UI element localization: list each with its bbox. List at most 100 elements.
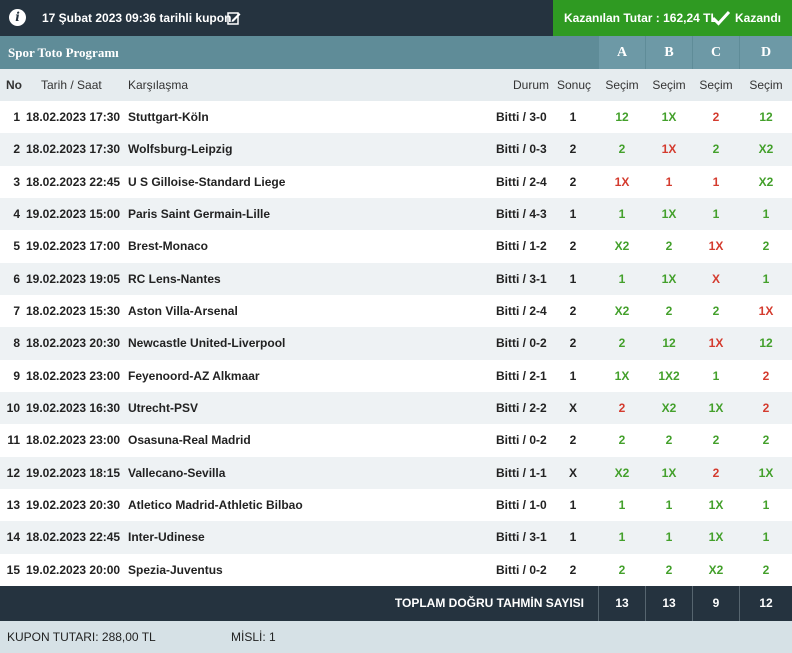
row-number: 11 bbox=[7, 433, 20, 448]
table-row: 3 18.02.2023 22:45 U S Gilloise-Standard L… bbox=[0, 165, 792, 198]
row-number: 9 bbox=[13, 368, 20, 383]
match-status: Bitti / 1-1 bbox=[496, 465, 547, 480]
column-c-header: C bbox=[693, 36, 739, 69]
edit-icon[interactable] bbox=[227, 11, 241, 25]
totals-divider bbox=[598, 586, 599, 621]
header-match: Karşılaşma bbox=[128, 78, 189, 92]
pick-d: 1 bbox=[762, 271, 770, 286]
match-status: Bitti / 0-2 bbox=[496, 433, 547, 448]
table-row: 6 19.02.2023 19:05 RC Lens-Nantes Bitti / 3… bbox=[0, 262, 792, 295]
win-status-label: Kazandı bbox=[735, 11, 782, 25]
pick-b: 2 bbox=[665, 303, 673, 318]
match-result: 2 bbox=[569, 562, 577, 577]
pick-b: 2 bbox=[665, 239, 673, 254]
match-name: Osasuna-Real Madrid bbox=[128, 433, 251, 448]
row-number: 8 bbox=[13, 336, 20, 351]
info-icon[interactable]: i bbox=[9, 9, 26, 26]
match-datetime: 19.02.2023 17:00 bbox=[26, 239, 121, 254]
match-status: Bitti / 3-1 bbox=[496, 530, 547, 545]
pick-c: 1X bbox=[708, 336, 724, 351]
pick-d: 2 bbox=[762, 562, 770, 577]
match-name: Spezia-Juventus bbox=[128, 562, 223, 577]
coupon-footer: KUPON TUTARI: 288,00 TL MİSLİ: 1 bbox=[0, 621, 792, 653]
pick-d: 1 bbox=[762, 206, 770, 221]
row-number: 5 bbox=[13, 239, 20, 254]
row-number: 3 bbox=[13, 174, 20, 189]
pick-c: 2 bbox=[712, 465, 720, 480]
pick-b: 1X bbox=[661, 465, 677, 480]
pick-a: 1 bbox=[618, 271, 626, 286]
match-datetime: 18.02.2023 22:45 bbox=[26, 174, 121, 189]
table-row: 5 19.02.2023 17:00 Brest-Monaco Bitti / 1-2… bbox=[0, 230, 792, 263]
match-status: Bitti / 0-3 bbox=[496, 142, 547, 157]
header-selection-d: Seçim bbox=[749, 78, 783, 92]
row-number: 4 bbox=[13, 206, 20, 221]
pick-a: 1 bbox=[618, 497, 626, 512]
pick-b: 12 bbox=[662, 336, 676, 351]
pick-a: X2 bbox=[614, 303, 630, 318]
pick-b: 1X2 bbox=[658, 368, 680, 383]
table-row: 2 18.02.2023 17:30 Wolfsburg-Leipzig Bitti … bbox=[0, 133, 792, 166]
header-status: Durum bbox=[513, 78, 550, 92]
match-status: Bitti / 3-1 bbox=[496, 271, 547, 286]
table-row: 4 19.02.2023 15:00 Paris Saint Germain-Lil… bbox=[0, 197, 792, 231]
match-status: Bitti / 1-0 bbox=[496, 497, 547, 512]
column-d-header: D bbox=[740, 36, 792, 69]
match-name: Paris Saint Germain-Lille bbox=[128, 206, 271, 221]
row-number: 1 bbox=[13, 110, 20, 124]
pick-a: 1X bbox=[614, 368, 630, 383]
pick-b: 1X bbox=[661, 271, 677, 286]
match-result: 1 bbox=[569, 368, 577, 383]
match-name: Aston Villa-Arsenal bbox=[128, 303, 238, 318]
match-datetime: 19.02.2023 16:30 bbox=[26, 400, 121, 415]
match-result: 2 bbox=[569, 239, 577, 254]
header-result: Sonuç bbox=[557, 78, 592, 92]
pick-d: 1 bbox=[762, 497, 770, 512]
match-name: Stuttgart-Köln bbox=[128, 110, 209, 124]
coupon-title: 17 Şubat 2023 09:36 tarihli kupon bbox=[42, 11, 232, 25]
match-name: U S Gilloise-Standard Liege bbox=[128, 174, 286, 189]
match-name: Wolfsburg-Leipzig bbox=[128, 142, 233, 157]
win-status-box: Kazanılan Tutar : 162,24 TL Kazandı bbox=[553, 0, 792, 36]
table-row: 13 19.02.2023 20:30 Atletico Madrid-Athlet… bbox=[0, 488, 792, 522]
pick-b: X2 bbox=[661, 400, 677, 415]
match-datetime: 18.02.2023 23:00 bbox=[26, 368, 121, 383]
pick-a: 1 bbox=[618, 206, 626, 221]
pick-a: X2 bbox=[614, 465, 630, 480]
match-status: Bitti / 4-3 bbox=[496, 206, 547, 221]
pick-c: X2 bbox=[708, 562, 724, 577]
match-result: 1 bbox=[569, 271, 577, 286]
match-datetime: 18.02.2023 22:45 bbox=[26, 530, 121, 545]
pick-a: 2 bbox=[618, 400, 626, 415]
pick-d: 1 bbox=[762, 530, 770, 545]
match-name: Inter-Udinese bbox=[128, 530, 205, 545]
pick-c: 1X bbox=[708, 239, 724, 254]
totals-label: TOPLAM DOĞRU TAHMİN SAYISI bbox=[394, 596, 584, 610]
match-datetime: 18.02.2023 15:30 bbox=[26, 303, 121, 318]
match-datetime: 19.02.2023 20:00 bbox=[26, 562, 121, 577]
match-name: Utrecht-PSV bbox=[128, 400, 199, 415]
program-bar: Spor Toto Programı A B C D bbox=[0, 36, 792, 69]
match-result: X bbox=[568, 400, 577, 415]
header-selection-c: Seçim bbox=[699, 78, 733, 92]
match-result: 1 bbox=[569, 530, 577, 545]
pick-c: 2 bbox=[712, 142, 720, 157]
match-datetime: 19.02.2023 15:00 bbox=[26, 206, 121, 221]
totals-divider bbox=[645, 586, 646, 621]
pick-c: 2 bbox=[712, 433, 720, 448]
match-status: Bitti / 2-4 bbox=[496, 174, 547, 189]
table-row: 9 18.02.2023 23:00 Feyenoord-AZ Alkmaar Bit… bbox=[0, 359, 792, 392]
match-name: Atletico Madrid-Athletic Bilbao bbox=[128, 497, 303, 512]
check-icon bbox=[712, 10, 730, 26]
totals-divider bbox=[739, 586, 740, 621]
pick-a: 2 bbox=[618, 562, 626, 577]
match-datetime: 19.02.2023 19:05 bbox=[26, 271, 121, 286]
match-datetime: 18.02.2023 23:00 bbox=[26, 433, 121, 448]
table-row: 14 18.02.2023 22:45 Inter-Udinese Bitti / 3… bbox=[0, 521, 792, 554]
pick-b: 1X bbox=[661, 110, 677, 124]
table-row: 8 18.02.2023 20:30 Newcastle United-Liverp… bbox=[0, 327, 792, 360]
total-b: 13 bbox=[662, 596, 676, 610]
pick-c: 1 bbox=[712, 368, 720, 383]
pick-b: 2 bbox=[665, 562, 673, 577]
pick-a: 2 bbox=[618, 336, 626, 351]
